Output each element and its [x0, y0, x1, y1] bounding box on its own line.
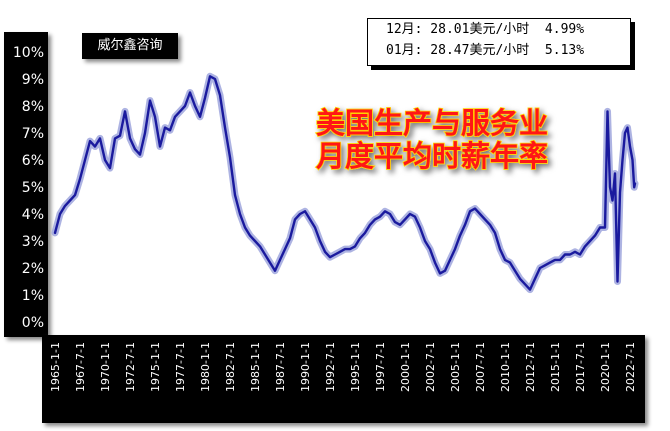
x-tick-label: 1980-1-1	[199, 342, 212, 392]
y-tick-label: 5%	[22, 180, 44, 196]
x-tick-label: 1995-1-1	[349, 342, 362, 392]
y-tick-label: 10%	[13, 45, 44, 61]
chart-title: 美国生产与服务业 月度平均时薪年率	[314, 105, 549, 174]
x-tick-label: 2015-1-1	[549, 342, 562, 392]
x-axis-panel	[42, 335, 645, 423]
chart-title-line-2: 月度平均时薪年率	[315, 139, 548, 173]
x-tick-label: 2012-7-1	[524, 342, 537, 392]
y-tick-label: 2%	[22, 261, 44, 277]
x-tick-label: 2005-1-1	[449, 342, 462, 392]
y-tick-label: 1%	[22, 288, 44, 304]
chart-title-line-1: 美国生产与服务业	[316, 106, 548, 140]
x-tick-label: 1985-1-1	[249, 342, 262, 392]
series-line	[53, 75, 637, 291]
x-tick-label: 2020-1-1	[599, 342, 612, 392]
info-line-january: 01月: 28.47美元/小时 5.13%	[386, 43, 585, 58]
x-tick-label: 1992-7-1	[324, 342, 337, 392]
x-tick-label: 2022-7-1	[624, 342, 637, 392]
x-tick-labels: 1965-1-1 1967-7-1 1970-1-1 1972-7-1 1975-1-1…	[49, 342, 637, 392]
y-tick-labels: 0% 1% 2% 3% 4% 5% 6% 7% 8% 9% 10%	[13, 45, 44, 331]
y-tick-label: 7%	[22, 126, 44, 142]
y-tick-label: 3%	[22, 234, 44, 250]
x-tick-label: 1965-1-1	[49, 342, 62, 392]
x-tick-label: 1987-7-1	[274, 342, 287, 392]
y-tick-label: 8%	[22, 99, 44, 115]
y-tick-label: 9%	[22, 72, 44, 88]
y-tick-label: 0%	[22, 315, 44, 331]
x-tick-label: 2002-7-1	[424, 342, 437, 392]
x-tick-label: 1967-7-1	[74, 342, 87, 392]
info-line-december: 12月: 28.01美元/小时 4.99%	[386, 22, 585, 37]
x-tick-label: 1990-1-1	[299, 342, 312, 392]
y-tick-label: 4%	[22, 207, 44, 223]
series-layer	[51, 72, 639, 294]
latest-values-box: 12月: 28.01美元/小时 4.99% 01月: 28.47美元/小时 5.…	[367, 18, 631, 66]
x-tick-label: 2000-1-1	[399, 342, 412, 392]
brand-label: 威尔鑫咨询	[82, 33, 178, 59]
x-tick-label: 2017-7-1	[574, 342, 587, 392]
y-axis-panel	[4, 32, 48, 337]
x-tick-label: 1982-7-1	[224, 342, 237, 392]
x-tick-label: 1975-1-1	[149, 342, 162, 392]
x-tick-label: 1977-7-1	[174, 342, 187, 392]
x-tick-label: 1970-1-1	[99, 342, 112, 392]
y-tick-label: 6%	[22, 153, 44, 169]
x-tick-label: 2010-1-1	[499, 342, 512, 392]
x-tick-label: 1972-7-1	[124, 342, 137, 392]
x-tick-label: 1997-7-1	[374, 342, 387, 392]
x-tick-label: 2007-7-1	[474, 342, 487, 392]
